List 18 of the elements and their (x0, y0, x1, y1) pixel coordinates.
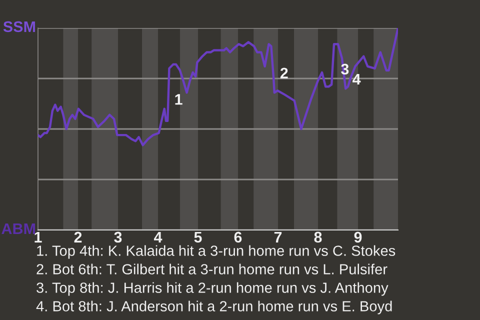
x-tick-label: 7 (274, 232, 282, 242)
annotation: 1 (175, 94, 182, 105)
x-tick-label: 2 (74, 232, 82, 242)
text: 4. Bot 8th: J. Anderson hit a 2-run home run vs E. Boyd (36, 300, 392, 314)
annotation: 4 (352, 74, 361, 84)
x-tick-label: 9 (354, 232, 362, 243)
text: 3. Top 8th: J. Harris hit a 2-run home run vs J. Anthony (36, 282, 388, 296)
x-tick-label: 5 (194, 232, 202, 243)
x-tick-label: 3 (114, 232, 122, 243)
annotation: 2 (280, 68, 288, 78)
x-tick-label: 6 (234, 232, 242, 243)
text: 2. Bot 6th: T. Gilbert hit a 3-run home run vs L. Pulsifer (36, 264, 388, 274)
text: ABM (2, 223, 35, 234)
text: 1. Top 4th: K. Kalaida hit a 3-run home run vs C. Stokes (37, 245, 396, 259)
text: SSM (3, 21, 35, 32)
x-tick-label: 4 (154, 232, 162, 242)
x-tick-label: 1 (34, 232, 42, 242)
x-tick-label: 8 (314, 232, 322, 243)
